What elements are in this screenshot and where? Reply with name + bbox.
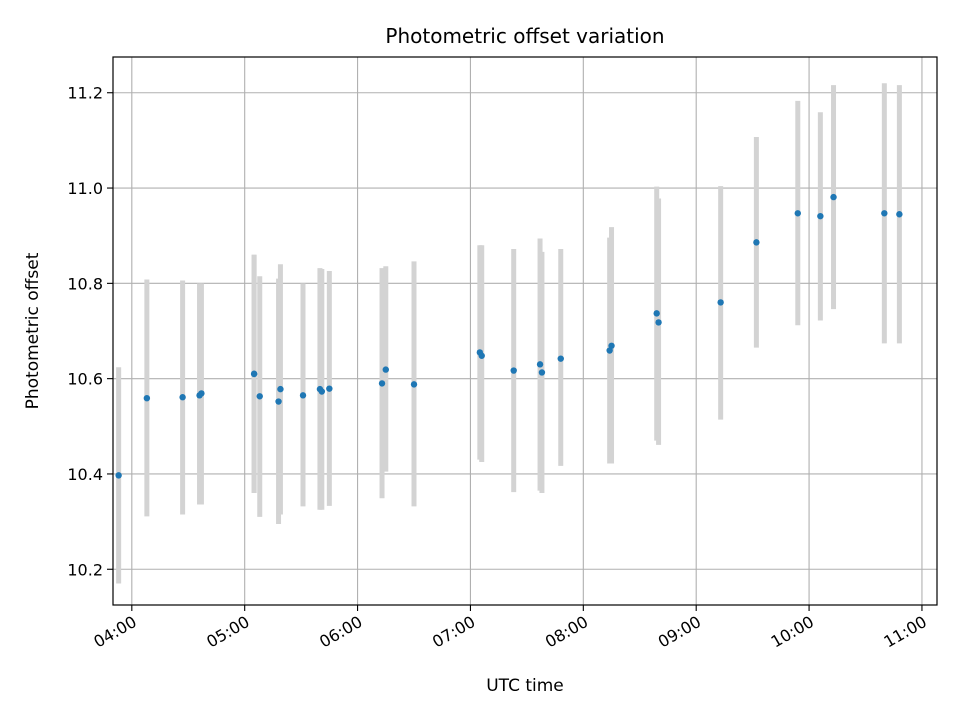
plot-frame <box>112 56 938 606</box>
data-point <box>753 239 760 246</box>
data-point <box>277 385 284 393</box>
data-point <box>410 381 418 388</box>
data-point <box>557 355 564 362</box>
data-point <box>817 212 824 220</box>
data-point <box>655 319 662 326</box>
data-point <box>198 390 205 397</box>
data-point <box>143 394 151 402</box>
data-point <box>536 361 544 368</box>
data-point <box>179 394 186 401</box>
data-point <box>256 393 263 400</box>
y-tick-label: 10.6 <box>67 370 103 389</box>
data-point <box>653 310 660 317</box>
x-axis-title: UTC time <box>486 676 564 696</box>
data-point <box>478 352 485 359</box>
data-point <box>794 210 801 217</box>
data-point <box>717 299 724 306</box>
y-axis-ticks: 10.2 10.4 10.6 10.8 11.0 11.2 <box>67 84 113 579</box>
data-point <box>896 211 903 218</box>
data-point <box>881 210 888 217</box>
data-point <box>299 392 307 399</box>
data-points <box>115 193 903 479</box>
data-point <box>275 398 282 405</box>
y-tick-label: 11.0 <box>67 179 103 198</box>
data-point <box>510 367 517 374</box>
y-tick-label: 10.2 <box>67 560 103 579</box>
chart-title: Photometric offset variation <box>385 24 664 48</box>
data-point <box>326 385 333 392</box>
y-axis-title: Photometric offset <box>23 252 43 409</box>
data-point <box>318 388 326 395</box>
y-tick-label: 10.4 <box>67 465 103 484</box>
y-tick-label: 11.2 <box>67 84 103 103</box>
data-point <box>382 366 389 373</box>
y-tick-label: 10.8 <box>67 274 103 293</box>
data-point <box>830 193 837 201</box>
data-point <box>608 342 615 349</box>
data-point <box>538 369 546 376</box>
data-point <box>250 370 258 378</box>
data-point <box>378 380 386 387</box>
grid <box>113 57 937 605</box>
data-point <box>115 472 122 479</box>
